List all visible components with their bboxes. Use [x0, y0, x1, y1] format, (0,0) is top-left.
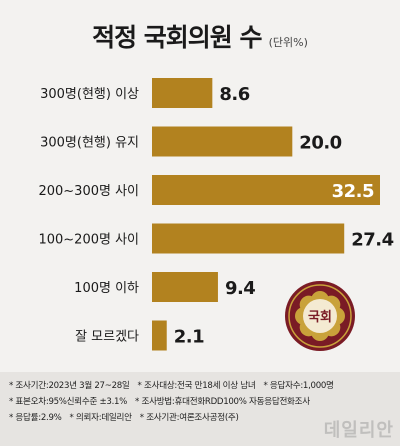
bar: [152, 78, 213, 108]
value-label: 8.6: [219, 84, 249, 105]
category-label: 300명(현행) 유지: [40, 135, 139, 151]
survey-footer: * 조사기간:2023년 3월 27~28일 * 조사대상:전국 만18세 이상 …: [0, 372, 400, 446]
value-label: 27.4: [351, 230, 393, 251]
category-label: 100~200명 사이: [38, 233, 139, 248]
survey-note-row: * 조사기간:2023년 3월 27~28일 * 조사대상:전국 만18세 이상 …: [9, 378, 392, 394]
survey-note-row: * 표본오차:95%신뢰수준 ±3.1% * 조사방법:휴대전화RDD100% 자…: [9, 394, 392, 410]
bar: [152, 223, 345, 254]
value-label: 32.5: [332, 181, 374, 202]
watermark-logo: 데일리안: [323, 420, 394, 441]
national-assembly-seal-icon: 국회: [285, 281, 355, 351]
survey-note: * 조사방법:휴대전화RDD100% 자동응답전화조사: [135, 397, 310, 407]
seal-label: 국회: [308, 309, 332, 325]
survey-notes: * 조사기간:2023년 3월 27~28일 * 조사대상:전국 만18세 이상 …: [9, 378, 392, 426]
survey-note: * 조사대상:전국 만18세 이상 남녀: [137, 381, 256, 391]
survey-note: * 응답률:2.9%: [9, 413, 62, 423]
bar: [152, 320, 167, 351]
survey-note: * 응답자수:1,000명: [263, 381, 334, 391]
chart-unit: (단위%): [268, 36, 308, 49]
value-label: 20.0: [299, 133, 341, 154]
category-label: 잘 모르겠다: [75, 330, 139, 345]
category-label: 200~300명 사이: [38, 184, 139, 199]
chart-title-text: 적정 국회의원 수: [92, 23, 262, 52]
survey-note: * 의뢰자:데일리안: [69, 413, 132, 423]
seal-ring: [288, 284, 352, 348]
value-label: 2.1: [174, 327, 204, 348]
survey-note: * 조사기관:여론조사공정(주): [139, 413, 239, 423]
category-label: 100명 이하: [74, 281, 139, 296]
bar: [152, 175, 380, 205]
survey-note: * 표본오차:95%신뢰수준 ±3.1%: [9, 397, 128, 407]
bar-group: 300명(현행) 이상 8.6 300명(현행) 유지 20.0 200~300명 사이…: [38, 78, 394, 351]
category-label: 300명(현행) 이상: [40, 86, 139, 102]
value-label: 9.4: [225, 278, 255, 299]
survey-note: * 조사기간:2023년 3월 27~28일: [9, 381, 130, 391]
bar: [152, 272, 218, 302]
chart-title: 적정 국회의원 수 (단위%): [0, 18, 400, 54]
seal-center: [303, 299, 337, 333]
survey-note-row: * 응답률:2.9% * 의뢰자:데일리안 * 조사기관:여론조사공정(주): [9, 410, 392, 426]
bar-chart: 300명(현행) 이상 8.6 300명(현행) 유지 20.0 200~300명 사이…: [38, 78, 394, 351]
bar: [152, 126, 293, 157]
